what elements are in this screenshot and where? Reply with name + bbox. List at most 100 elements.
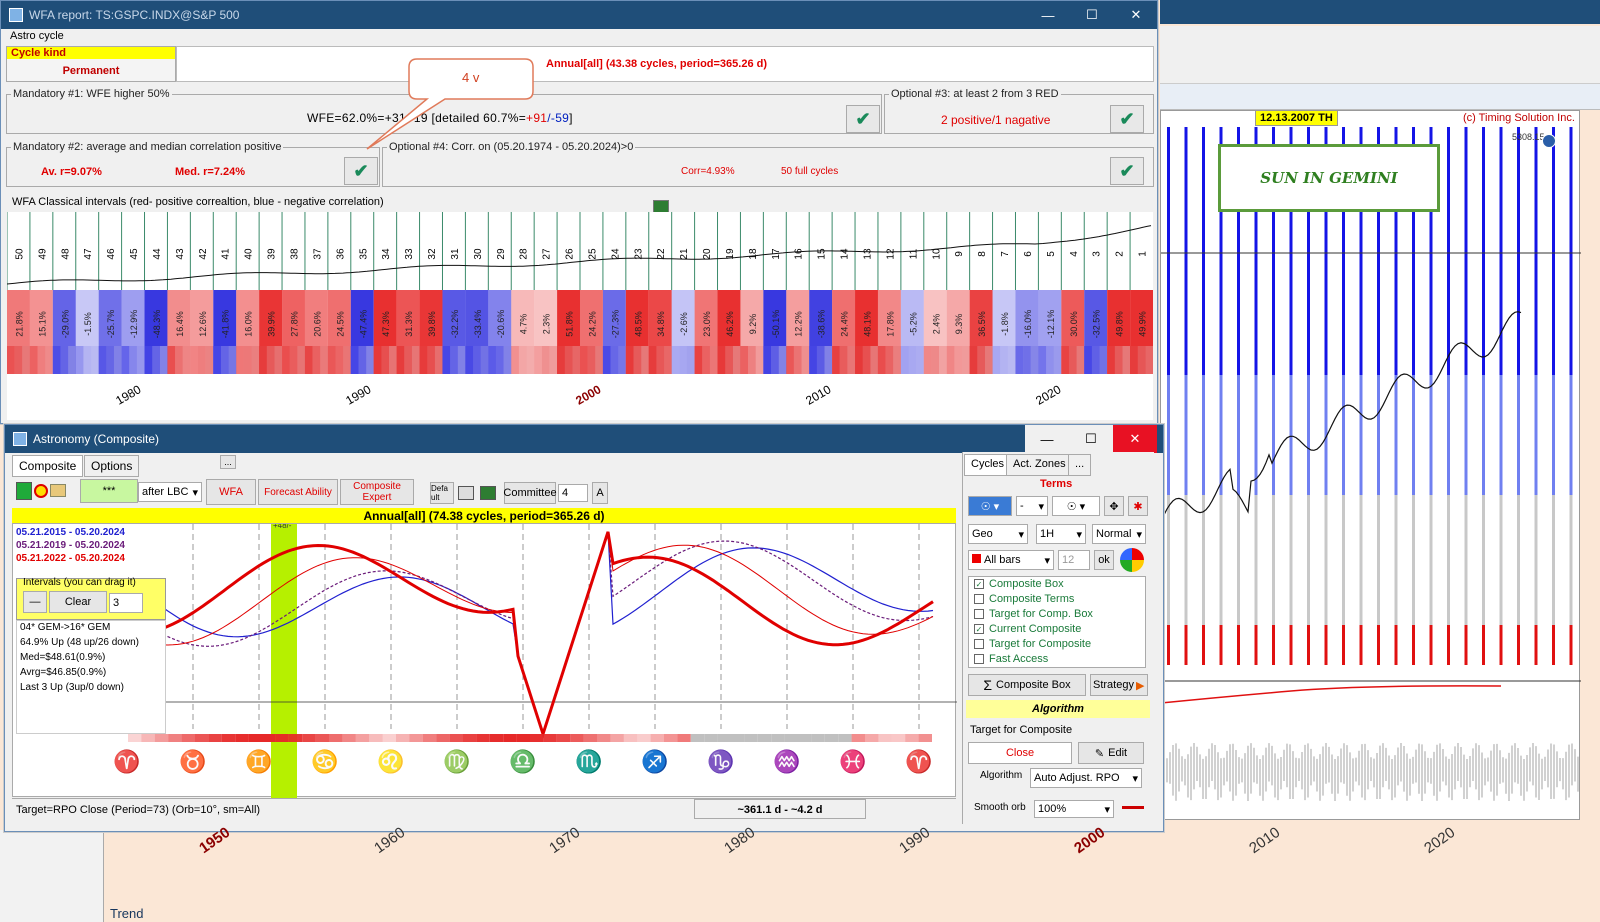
tab-cycles[interactable]: Cycles <box>964 454 1012 476</box>
committee-stepper[interactable]: 4 <box>558 484 588 502</box>
cycle-bar <box>1429 625 1433 665</box>
composite-maximize-button[interactable]: ☐ <box>1069 425 1113 453</box>
strategy-button[interactable]: Strategy ▶ <box>1090 674 1148 696</box>
cycle-bar <box>1534 127 1538 375</box>
interval-value: 16.0% <box>244 311 254 337</box>
composite-option-item[interactable]: ✓ Composite Box <box>974 578 1064 590</box>
interval-cell[interactable] <box>511 290 535 374</box>
close-button[interactable]: ✕ <box>1130 7 1142 22</box>
optional-4-check[interactable]: ✔ <box>1110 157 1144 185</box>
checkbox[interactable] <box>974 609 984 620</box>
interval-subcell <box>236 346 244 374</box>
timeframe-select[interactable]: 1H ▾ <box>1036 524 1086 544</box>
interval-cell[interactable] <box>923 290 947 374</box>
close-target-button[interactable]: Close <box>968 742 1072 764</box>
interval-subcell <box>633 346 642 374</box>
geo-select[interactable]: Geo ▾ <box>968 524 1028 544</box>
checkbox[interactable]: ✓ <box>974 579 984 590</box>
interval-subcell <box>327 346 336 374</box>
edit-button[interactable]: ✎ Edit <box>1078 742 1144 764</box>
optional-3-check[interactable]: ✔ <box>1110 105 1144 133</box>
composite-option-item[interactable]: Target for Comp. Box <box>974 608 1093 620</box>
checkbox[interactable] <box>974 594 984 605</box>
interval-cell[interactable] <box>75 290 99 374</box>
composite-option-item[interactable]: ✓ Current Composite <box>974 623 1082 635</box>
bars-count-input[interactable]: 12 <box>1058 550 1090 570</box>
forecast-ability-button[interactable]: Forecast Ability <box>258 479 338 505</box>
composite-box-button[interactable]: Σ Composite Box <box>968 674 1086 696</box>
ok-button[interactable]: ok <box>1094 550 1114 570</box>
tab-more[interactable]: ... <box>1068 454 1092 476</box>
all-bars-select[interactable]: All bars ▾ <box>968 550 1054 570</box>
interval-subcell <box>129 346 137 374</box>
more-button[interactable]: ... <box>220 455 236 469</box>
interval-number: 16 <box>794 248 805 260</box>
interval-cell[interactable] <box>992 290 1016 374</box>
mandatory-1-title: Mandatory #1: WFE higher 50% <box>11 88 172 100</box>
minus-button[interactable]: — <box>23 591 47 613</box>
globe-icon[interactable] <box>1542 134 1556 148</box>
composite-option-item[interactable]: Fast Access <box>974 653 1048 665</box>
mandatory-1-check[interactable]: ✔ <box>846 105 880 133</box>
excel-export-icon[interactable] <box>480 486 496 500</box>
color-wheel-icon[interactable] <box>1120 548 1144 572</box>
tab-composite[interactable]: Composite <box>12 455 84 477</box>
maximize-button[interactable]: ☐ <box>1086 7 1098 22</box>
checkbox[interactable] <box>974 639 984 650</box>
main-chart[interactable] <box>1160 110 1581 820</box>
interval-subcell <box>1046 346 1054 374</box>
mandatory-2-check[interactable]: ✔ <box>344 157 378 185</box>
checkbox[interactable]: ✓ <box>974 624 984 635</box>
interval-subcell <box>541 346 550 374</box>
composite-chart[interactable]: +48/- ♈ ♉ ♊ ♋ ♌ ♍ ♎ ♏ ♐ ♑ ♒ ♓ ♈ <box>12 521 1052 798</box>
strength-strip-cell <box>905 734 919 742</box>
composite-close-button[interactable]: ✕ <box>1113 425 1157 453</box>
arrow-icon[interactable] <box>1122 806 1144 818</box>
cycle-bar <box>1499 495 1503 625</box>
cycle-kind-box[interactable]: Cycle kind Permanent <box>6 46 176 82</box>
tab-act-zones[interactable]: Act. Zones <box>1006 454 1073 476</box>
planet-select-2[interactable]: ☉ ▾ <box>1052 496 1100 516</box>
interval-subcell <box>610 346 619 374</box>
aspect-select[interactable]: - ▾ <box>1016 496 1048 516</box>
smooth-orb-select[interactable]: 100% ▾ <box>1034 800 1114 818</box>
delete-icon[interactable]: ✱ <box>1128 496 1148 516</box>
tab-options[interactable]: Options <box>84 455 140 477</box>
committee-button[interactable]: Committee <box>503 482 557 504</box>
composite-expert-button[interactable]: Composite Expert <box>340 479 414 505</box>
composite-options-list[interactable] <box>968 576 1146 668</box>
wfa-button[interactable]: WFA <box>206 479 256 505</box>
interval-cell[interactable] <box>1038 290 1062 374</box>
minimize-button[interactable]: — <box>1041 7 1055 23</box>
algorithm-select[interactable]: Auto Adjust. RPO ▾ <box>1030 768 1142 788</box>
interval-cell[interactable] <box>946 290 970 374</box>
add-icon[interactable]: ✥ <box>1104 496 1124 516</box>
folder-icon[interactable] <box>50 484 66 497</box>
after-lbc-select[interactable]: after LBC ▾ <box>138 482 202 502</box>
strength-strip-cell <box>878 734 892 742</box>
cycle-bar <box>1499 375 1503 495</box>
intervals-box[interactable]: Intervals (you can drag it) — Clear 3 <box>16 577 166 620</box>
interval-subcell <box>656 346 665 374</box>
interval-number: 27 <box>542 248 553 260</box>
stars-button[interactable]: *** <box>80 479 138 503</box>
sun-icon[interactable] <box>34 484 48 498</box>
copyright-label: (c) Timing Solution Inc. <box>1463 112 1575 124</box>
a-button[interactable]: A <box>592 482 608 504</box>
normal-select[interactable]: Normal ▾ <box>1092 524 1146 544</box>
interval-subcell <box>312 346 321 374</box>
composite-option-item[interactable]: Target for Composite <box>974 638 1091 650</box>
green-square-icon[interactable] <box>16 482 32 500</box>
default-button[interactable]: Defa ult <box>430 482 454 504</box>
strength-strip-cell <box>208 734 222 742</box>
checkbox[interactable] <box>974 654 984 665</box>
planet-select-1[interactable]: ☉ ▾ <box>968 496 1012 516</box>
interval-stepper[interactable]: 3 <box>109 593 143 613</box>
print-icon[interactable] <box>458 486 474 500</box>
composite-option-item[interactable]: Composite Terms <box>974 593 1074 605</box>
interval-number: 5 <box>1046 251 1057 257</box>
composite-minimize-button[interactable]: — <box>1025 425 1069 453</box>
clear-button[interactable]: Clear <box>49 591 107 613</box>
interval-cell[interactable] <box>900 290 924 374</box>
wfa-heatmap[interactable]: 50 21.8% 49 15.1% 48 -29.0% 47 -1.5% 46 -25.7% 45-… <box>6 212 1153 374</box>
